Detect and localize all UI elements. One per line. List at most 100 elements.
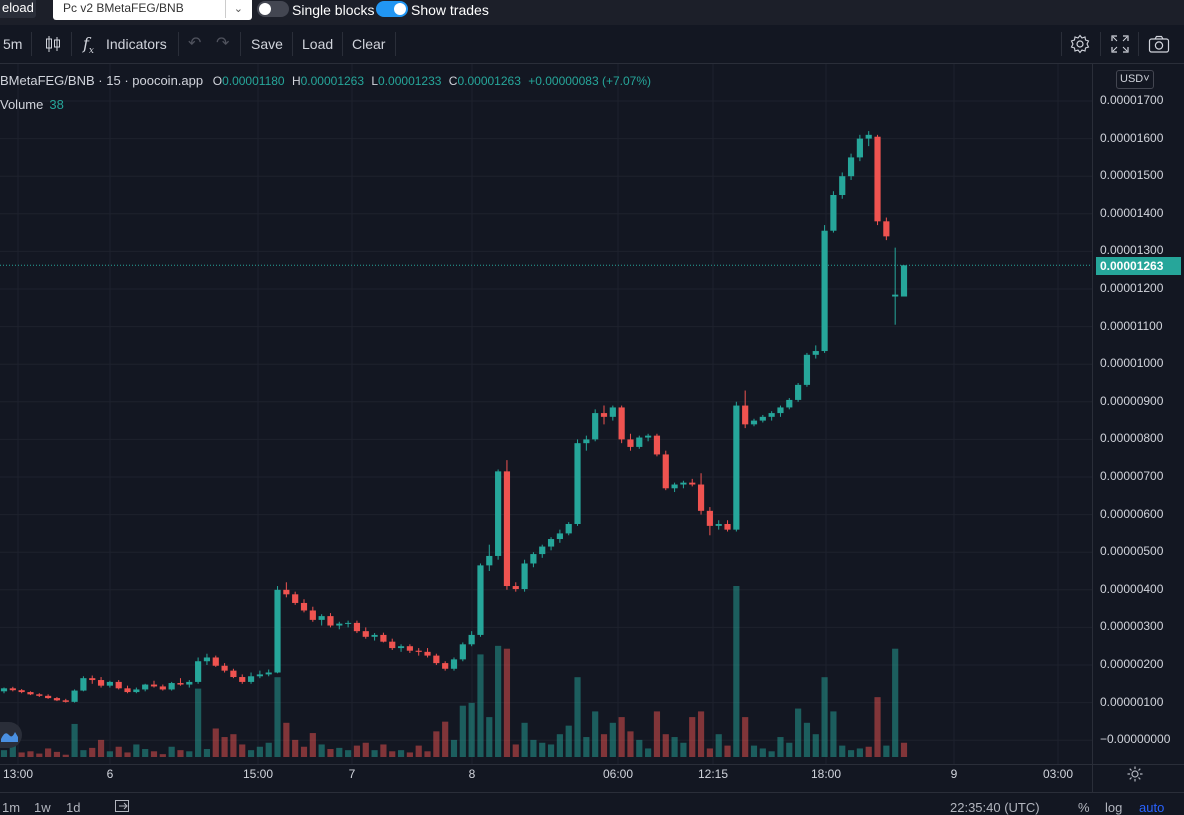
candle-body[interactable] (327, 616, 334, 626)
candle-body[interactable] (168, 683, 175, 690)
candle-body[interactable] (777, 407, 784, 414)
candle-body[interactable] (389, 641, 396, 649)
candle-body[interactable] (283, 589, 290, 595)
candle-body[interactable] (239, 677, 246, 682)
candle-body[interactable] (115, 681, 122, 689)
candle-body[interactable] (97, 680, 105, 686)
interval-button[interactable]: 5m (3, 36, 23, 52)
candle-body[interactable] (786, 399, 793, 408)
candle-body[interactable] (706, 510, 713, 526)
candle-body[interactable] (547, 539, 555, 547)
goto-date-icon[interactable] (114, 798, 132, 814)
reload-button[interactable]: eload (0, 0, 36, 18)
candle-body[interactable] (874, 136, 881, 222)
candle-body[interactable] (353, 622, 361, 632)
candle-body[interactable] (256, 674, 263, 677)
pair-select[interactable]: Pc v2 BMetaFEG/BNB ⌄ (53, 0, 252, 20)
candle-body[interactable] (274, 589, 281, 673)
candle-body[interactable] (583, 439, 590, 444)
candle-body[interactable] (345, 622, 352, 624)
single-blocks-toggle[interactable] (257, 1, 289, 17)
camera-icon[interactable] (1148, 34, 1170, 54)
candle-body[interactable] (750, 420, 758, 425)
range-1m-button[interactable]: 1m (2, 800, 21, 815)
candle-body[interactable] (503, 471, 511, 587)
candle-body[interactable] (415, 650, 422, 652)
candle-body[interactable] (839, 176, 846, 195)
auto-toggle[interactable]: auto (1139, 800, 1165, 815)
candle-body[interactable] (80, 678, 87, 691)
candle-body[interactable] (689, 482, 696, 485)
candle-body[interactable] (150, 684, 158, 687)
candle-body[interactable] (36, 694, 43, 696)
candle-body[interactable] (433, 655, 440, 664)
candle-body[interactable] (424, 651, 431, 656)
candle-body[interactable] (371, 634, 378, 637)
candle-body[interactable] (627, 439, 634, 447)
candle-body[interactable] (795, 384, 802, 400)
candle-body[interactable] (724, 524, 731, 530)
candle-body[interactable] (212, 657, 219, 666)
candle-body[interactable] (609, 407, 616, 417)
candle-body[interactable] (203, 657, 211, 662)
clear-button[interactable]: Clear (352, 36, 386, 52)
candle-body[interactable] (812, 351, 819, 355)
candle-body[interactable] (618, 407, 625, 440)
candle-body[interactable] (680, 482, 687, 485)
load-button[interactable]: Load (302, 36, 334, 52)
candle-body[interactable] (159, 686, 166, 690)
utc-clock[interactable]: 22:35:40 (UTC) (950, 800, 1040, 815)
show-trades-toggle[interactable] (376, 1, 408, 17)
fullscreen-icon[interactable] (1110, 34, 1130, 54)
candle-body[interactable] (142, 684, 149, 690)
candle-body[interactable] (124, 688, 131, 693)
candles-icon[interactable] (43, 34, 63, 54)
percent-toggle[interactable]: % (1078, 800, 1090, 815)
save-button[interactable]: Save (251, 36, 283, 52)
range-1w-button[interactable]: 1w (34, 800, 51, 815)
candle-body[interactable] (247, 676, 255, 682)
candle-body[interactable] (9, 688, 16, 691)
candle-body[interactable] (450, 659, 458, 669)
candle-body[interactable] (53, 698, 61, 701)
candle-body[interactable] (539, 546, 546, 555)
candle-body[interactable] (336, 623, 343, 626)
candle-body[interactable] (565, 524, 572, 534)
currency-button[interactable]: USD˅ (1116, 70, 1154, 89)
candle-body[interactable] (442, 663, 449, 669)
candle-body[interactable] (468, 634, 475, 645)
candle-body[interactable] (292, 594, 299, 603)
candle-body[interactable] (556, 533, 563, 540)
candle-body[interactable] (186, 681, 193, 685)
candle-body[interactable] (477, 565, 484, 635)
candle-body[interactable] (671, 484, 678, 489)
candle-body[interactable] (300, 602, 308, 611)
candle-body[interactable] (574, 443, 581, 524)
candle-body[interactable] (459, 644, 466, 660)
candle-body[interactable] (803, 354, 811, 385)
candle-body[interactable] (18, 690, 25, 693)
candle-body[interactable] (380, 634, 387, 642)
candle-body[interactable] (0, 688, 8, 692)
range-1d-button[interactable]: 1d (66, 800, 81, 815)
candle-body[interactable] (821, 230, 828, 352)
candle-body[interactable] (195, 661, 202, 682)
candle-body[interactable] (856, 138, 863, 158)
candle-body[interactable] (521, 563, 528, 590)
candle-body[interactable] (62, 700, 69, 702)
candle-body[interactable] (397, 646, 405, 649)
candle-body[interactable] (106, 681, 113, 686)
candle-body[interactable] (715, 524, 722, 526)
candle-body[interactable] (892, 294, 899, 297)
candle-body[interactable] (592, 413, 599, 440)
candle-body[interactable] (27, 692, 34, 695)
indicators-button[interactable]: Indicators (106, 36, 167, 52)
candle-body[interactable] (362, 631, 369, 637)
time-axis-settings-icon[interactable] (1126, 765, 1144, 783)
candle-body[interactable] (883, 221, 890, 237)
candle-body[interactable] (662, 454, 669, 489)
candle-body[interactable] (230, 670, 237, 678)
candle-body[interactable] (697, 484, 705, 511)
candle-body[interactable] (318, 616, 325, 620)
candle-body[interactable] (45, 695, 52, 699)
